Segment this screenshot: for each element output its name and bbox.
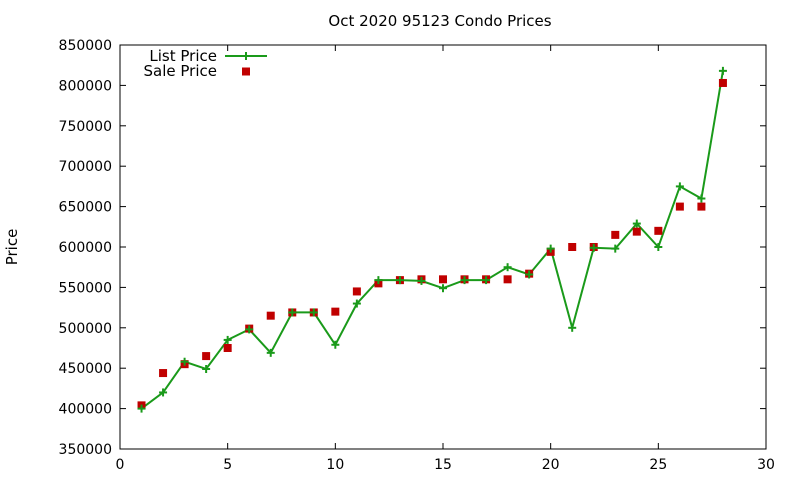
- sale-price-point: [503, 275, 512, 284]
- y-tick-label: 400000: [59, 402, 112, 418]
- x-tick-label: 30: [757, 457, 775, 473]
- sale-price-point: [159, 369, 168, 378]
- list-price-point: [718, 66, 727, 75]
- list-price-point: [632, 219, 641, 228]
- list-price-point: [374, 276, 383, 285]
- y-tick-label: 550000: [59, 280, 112, 296]
- series-line-list-price: [140, 70, 724, 410]
- list-price-point: [331, 340, 340, 349]
- y-tick-label: 500000: [59, 321, 112, 337]
- axis-ticks: [119, 44, 767, 450]
- x-tick-label: 5: [223, 457, 232, 473]
- y-tick-label: 850000: [59, 38, 112, 54]
- y-tick-label: 800000: [59, 78, 112, 94]
- y-tick-label: 750000: [59, 119, 112, 135]
- y-axis-label: Price: [3, 229, 21, 266]
- sale-price-point: [611, 230, 620, 239]
- list-price-point: [654, 243, 663, 251]
- list-price-point: [202, 365, 211, 374]
- series-layer: [137, 66, 727, 413]
- y-tick-label: 350000: [59, 442, 112, 458]
- list-price-point: [697, 194, 706, 203]
- legend-marker-sale-price: [242, 67, 250, 76]
- y-tick-label: 700000: [59, 159, 112, 175]
- list-price-point: [525, 270, 534, 279]
- y-tick-label: 650000: [59, 200, 112, 216]
- sale-price-point: [439, 275, 447, 284]
- sale-price-point: [223, 344, 232, 352]
- x-tick-label: 20: [542, 457, 560, 473]
- list-price-point: [589, 243, 598, 252]
- x-tick-label: 0: [116, 457, 125, 473]
- list-price-point: [288, 308, 297, 317]
- sale-price-point: [202, 352, 211, 361]
- list-price-point: [568, 323, 577, 332]
- plot-frame: [119, 44, 767, 450]
- list-price-point: [395, 276, 404, 285]
- sale-price-point: [675, 202, 684, 211]
- list-price-point: [439, 284, 447, 293]
- y-tick-label: 600000: [59, 240, 112, 256]
- list-price-point: [675, 182, 684, 191]
- x-tick-label: 15: [434, 457, 452, 473]
- axis-tick-labels: 0 5 10 15 20 25 30 350000 400000 450000 500000 5500…: [59, 38, 775, 473]
- sale-price-point: [718, 78, 727, 87]
- x-tick-label: 10: [326, 457, 344, 473]
- list-price-point: [309, 308, 318, 317]
- list-price-point: [611, 244, 620, 253]
- list-price-point: [180, 357, 189, 366]
- list-price-point: [159, 388, 168, 397]
- x-tick-label: 25: [649, 457, 667, 473]
- list-price-point: [417, 276, 426, 285]
- legend-marker-list-price: [242, 52, 250, 60]
- sale-price-point: [331, 307, 340, 316]
- sale-price-point: [266, 311, 275, 320]
- legend-label-sale-price: Sale Price: [144, 62, 217, 80]
- list-price-point: [482, 276, 491, 285]
- sale-price-point: [568, 243, 577, 251]
- list-price-point: [266, 348, 275, 357]
- list-price-point: [223, 335, 232, 344]
- list-price-point: [503, 263, 512, 272]
- sale-price-point: [697, 202, 706, 211]
- legend: List Price Sale Price: [144, 47, 267, 80]
- sale-price-point: [654, 226, 663, 235]
- list-price-point: [460, 276, 469, 285]
- list-price-point: [352, 299, 361, 308]
- sale-price-point: [352, 287, 361, 296]
- list-price-point: [546, 244, 555, 253]
- y-tick-label: 450000: [59, 361, 112, 377]
- sale-price-point: [632, 227, 641, 236]
- legend-label-list-price: List Price: [149, 47, 217, 65]
- list-price-point: [245, 325, 254, 334]
- chart-title: Oct 2020 95123 Condo Prices: [328, 12, 551, 30]
- list-price-point: [137, 404, 146, 413]
